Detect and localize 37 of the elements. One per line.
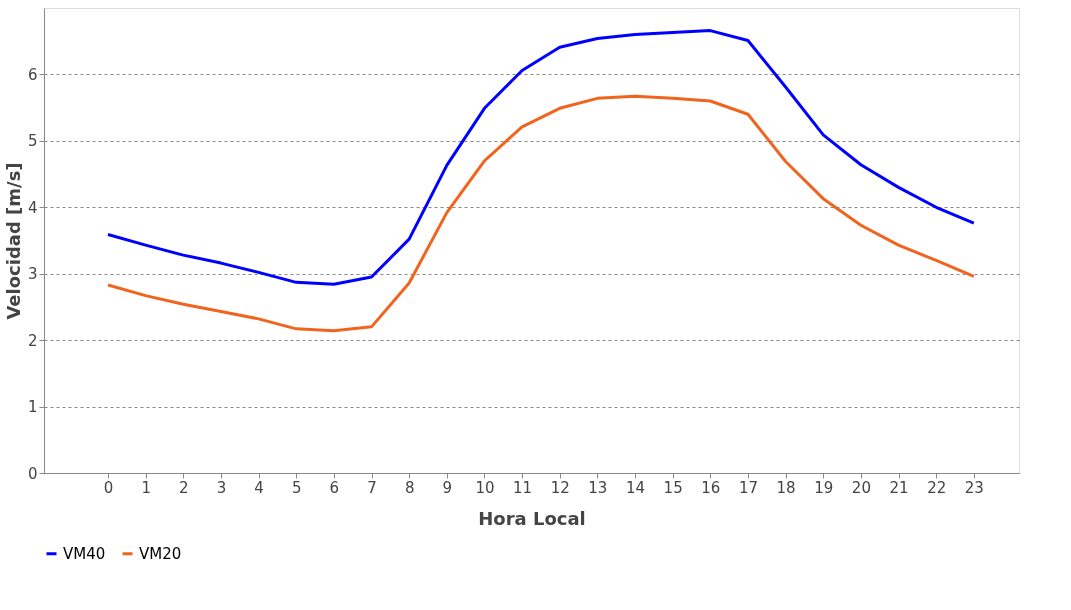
x-tick-label: 3 bbox=[216, 478, 227, 497]
y-tick-label: 1 bbox=[27, 398, 38, 417]
x-tick-label: 1 bbox=[141, 478, 151, 497]
y-tick-label: 3 bbox=[27, 265, 38, 284]
x-tick-label: 23 bbox=[964, 478, 984, 497]
y-tick-label: 6 bbox=[27, 65, 38, 84]
x-tick-label: 7 bbox=[367, 478, 377, 497]
x-tick-label: 4 bbox=[254, 478, 264, 497]
y-tick-label: 5 bbox=[27, 132, 38, 151]
x-tick-label: 21 bbox=[889, 478, 909, 497]
x-tick-label: 6 bbox=[329, 478, 340, 497]
x-tick-label: 18 bbox=[776, 478, 796, 497]
x-tick-label: 13 bbox=[588, 478, 608, 497]
x-tick-label: 2 bbox=[179, 478, 189, 497]
x-tick-label: 22 bbox=[927, 478, 947, 497]
y-tick-label: 4 bbox=[27, 198, 38, 217]
x-tick-label: 16 bbox=[701, 478, 721, 497]
y-tick-label: 2 bbox=[27, 331, 38, 350]
y-tick-label: 0 bbox=[27, 464, 38, 483]
x-tick-label: 10 bbox=[475, 478, 495, 497]
legend-label: VM40 bbox=[63, 544, 106, 563]
x-axis-title: Hora Local bbox=[478, 507, 586, 529]
legend-label: VM20 bbox=[139, 544, 182, 563]
line-series bbox=[106, 29, 976, 286]
x-tick-label: 15 bbox=[663, 478, 683, 497]
x-tick-label: 9 bbox=[442, 478, 453, 497]
x-tick-label: 20 bbox=[851, 478, 871, 497]
x-tick-label: 17 bbox=[738, 478, 758, 497]
x-tick-label: 12 bbox=[550, 478, 570, 497]
y-axis-title: Velocidad [m/s] bbox=[2, 162, 24, 320]
x-tick-label: 8 bbox=[404, 478, 415, 497]
x-tick-label: 11 bbox=[513, 478, 533, 497]
x-tick-label: 19 bbox=[814, 478, 834, 497]
x-tick-label: 5 bbox=[291, 478, 302, 497]
line-series bbox=[106, 94, 976, 333]
x-tick-label: 14 bbox=[625, 478, 646, 497]
x-tick-label: 0 bbox=[103, 478, 114, 497]
